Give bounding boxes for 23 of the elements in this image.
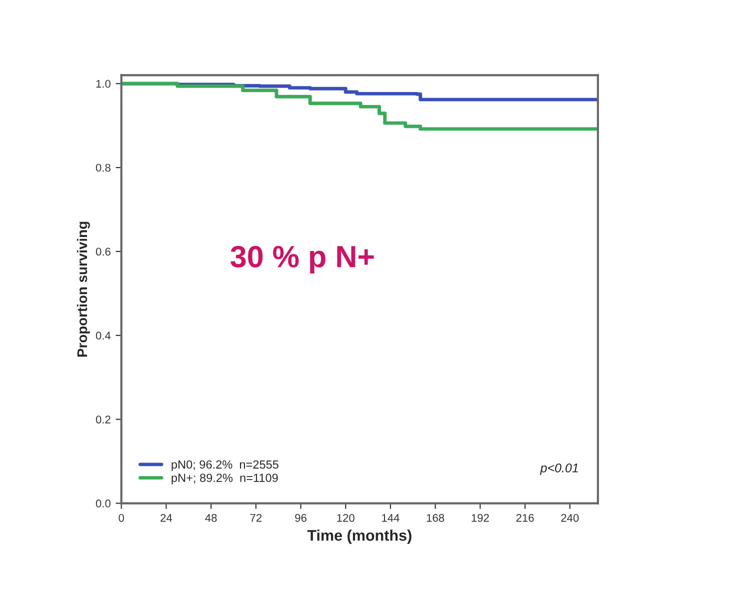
- x-tick-label: 0: [118, 514, 124, 522]
- x-tick-label: 144: [382, 514, 400, 522]
- x-tick-label: 72: [250, 514, 262, 522]
- x-axis-title: Time (months): [307, 530, 412, 544]
- legend-label: pN0; 96.2% n=2555: [172, 460, 278, 472]
- legend-label: pN+; 89.2% n=1109: [172, 474, 278, 484]
- y-axis-title: Proportion surviving: [76, 222, 90, 357]
- y-tick-label: 0.0: [96, 500, 111, 508]
- x-tick-label: 120: [337, 514, 354, 522]
- x-tick-label: 24: [160, 514, 172, 522]
- y-tick-label: 0.6: [96, 248, 110, 256]
- y-tick-label: 1.0: [96, 80, 111, 88]
- x-tick-label: 240: [561, 514, 579, 522]
- x-tick-label: 96: [295, 514, 306, 522]
- x-tick-label: 168: [426, 514, 444, 522]
- x-tick-label: 216: [516, 514, 534, 522]
- y-tick-label: 0.4: [96, 332, 111, 340]
- annotation: p<0.01: [540, 464, 578, 475]
- y-tick-label: 0.2: [96, 416, 110, 424]
- y-tick-label: 0.8: [96, 164, 110, 172]
- annotation: 30 % p N+: [230, 246, 374, 274]
- x-tick-label: 192: [472, 514, 489, 522]
- x-tick-label: 48: [205, 514, 217, 522]
